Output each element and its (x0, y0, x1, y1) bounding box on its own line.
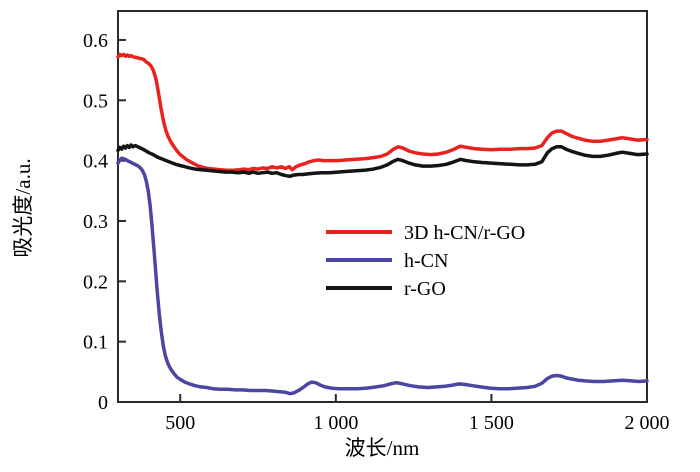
legend-label: r-GO (404, 278, 446, 300)
y-tick-label: 0.2 (83, 271, 108, 293)
x-tick-label: 500 (165, 412, 195, 434)
plot-frame (117, 10, 648, 403)
y-tick-label: 0.4 (83, 151, 108, 173)
y-tick-label: 0.3 (83, 211, 108, 233)
y-tick-label: 0.1 (83, 332, 108, 354)
legend-label: 3D h-CN/r-GO (404, 222, 525, 244)
x-tick-label: 2 000 (625, 412, 670, 434)
y-tick-label: 0.5 (83, 90, 108, 112)
chart-legend: 3D h-CN/r-GO h-CN r-GO (326, 222, 525, 300)
x-axis-label: 波长/nm (345, 436, 420, 460)
plot-area: 500 1 000 1 500 2 000 0 0.1 0.2 0.3 0.4 0.5 0.6 (83, 10, 670, 434)
legend-label: h-CN (404, 250, 448, 272)
y-tick-label: 0.6 (83, 30, 108, 52)
x-tick-label: 1 000 (313, 412, 358, 434)
y-axis-label: 吸光度/a.u. (11, 158, 35, 257)
x-tick-label: 1 500 (469, 412, 514, 434)
series-line-h-cn (116, 156, 649, 396)
series-line-r-go (116, 143, 649, 179)
y-tick-label: 0 (98, 392, 108, 414)
series-line-3d-h-cn-r-go (116, 52, 649, 173)
